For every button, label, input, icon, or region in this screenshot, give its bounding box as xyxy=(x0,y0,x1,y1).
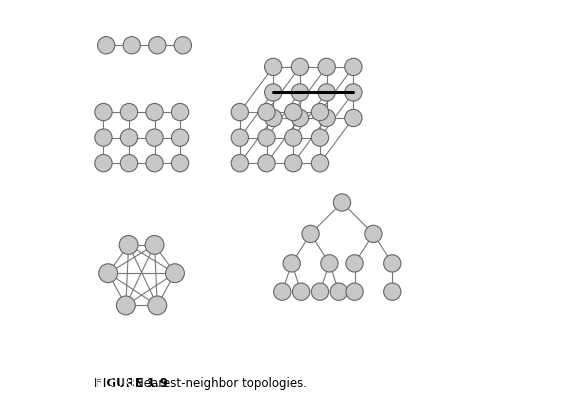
Circle shape xyxy=(95,129,112,146)
Circle shape xyxy=(333,194,351,211)
Circle shape xyxy=(165,264,185,283)
Circle shape xyxy=(345,109,362,127)
Circle shape xyxy=(291,84,308,101)
Circle shape xyxy=(283,255,300,272)
Circle shape xyxy=(292,283,310,300)
Text: Nearest-neighbor topologies.: Nearest-neighbor topologies. xyxy=(135,377,307,390)
Circle shape xyxy=(365,225,382,243)
Circle shape xyxy=(258,129,275,146)
Circle shape xyxy=(120,129,137,146)
Circle shape xyxy=(95,154,112,172)
Circle shape xyxy=(264,58,282,75)
Circle shape xyxy=(291,109,308,127)
Circle shape xyxy=(172,129,189,146)
Circle shape xyxy=(345,58,362,75)
Circle shape xyxy=(231,154,249,172)
Circle shape xyxy=(318,109,335,127)
Circle shape xyxy=(258,103,275,121)
Circle shape xyxy=(346,283,363,300)
Circle shape xyxy=(311,129,329,146)
Circle shape xyxy=(345,84,362,101)
Circle shape xyxy=(284,103,302,121)
Circle shape xyxy=(172,103,189,121)
Circle shape xyxy=(311,283,329,300)
Circle shape xyxy=(120,103,137,121)
Circle shape xyxy=(291,58,308,75)
Circle shape xyxy=(284,154,302,172)
Circle shape xyxy=(146,154,163,172)
Circle shape xyxy=(119,235,138,254)
Circle shape xyxy=(95,103,112,121)
Circle shape xyxy=(231,129,249,146)
Circle shape xyxy=(264,84,282,101)
Circle shape xyxy=(302,225,319,243)
Circle shape xyxy=(284,129,302,146)
Text: FIGURE 1.9    Nearest-neighbor topologies.: FIGURE 1.9 Nearest-neighbor topologies. xyxy=(95,377,348,390)
Circle shape xyxy=(123,36,140,54)
Circle shape xyxy=(120,154,137,172)
Circle shape xyxy=(311,154,329,172)
Circle shape xyxy=(146,129,163,146)
Circle shape xyxy=(148,296,166,315)
Circle shape xyxy=(99,264,117,283)
Circle shape xyxy=(311,103,329,121)
Circle shape xyxy=(172,154,189,172)
Circle shape xyxy=(258,154,275,172)
Circle shape xyxy=(145,235,164,254)
Circle shape xyxy=(346,255,363,272)
Circle shape xyxy=(146,103,163,121)
Circle shape xyxy=(97,36,115,54)
Circle shape xyxy=(264,109,282,127)
Circle shape xyxy=(321,255,338,272)
Circle shape xyxy=(116,296,135,315)
Circle shape xyxy=(384,255,401,272)
Circle shape xyxy=(384,283,401,300)
Text: FIGURE 1.9: FIGURE 1.9 xyxy=(95,377,168,390)
Circle shape xyxy=(274,283,291,300)
Circle shape xyxy=(174,36,192,54)
Circle shape xyxy=(318,58,335,75)
Circle shape xyxy=(231,103,249,121)
Circle shape xyxy=(318,84,335,101)
Circle shape xyxy=(149,36,166,54)
Circle shape xyxy=(330,283,348,300)
